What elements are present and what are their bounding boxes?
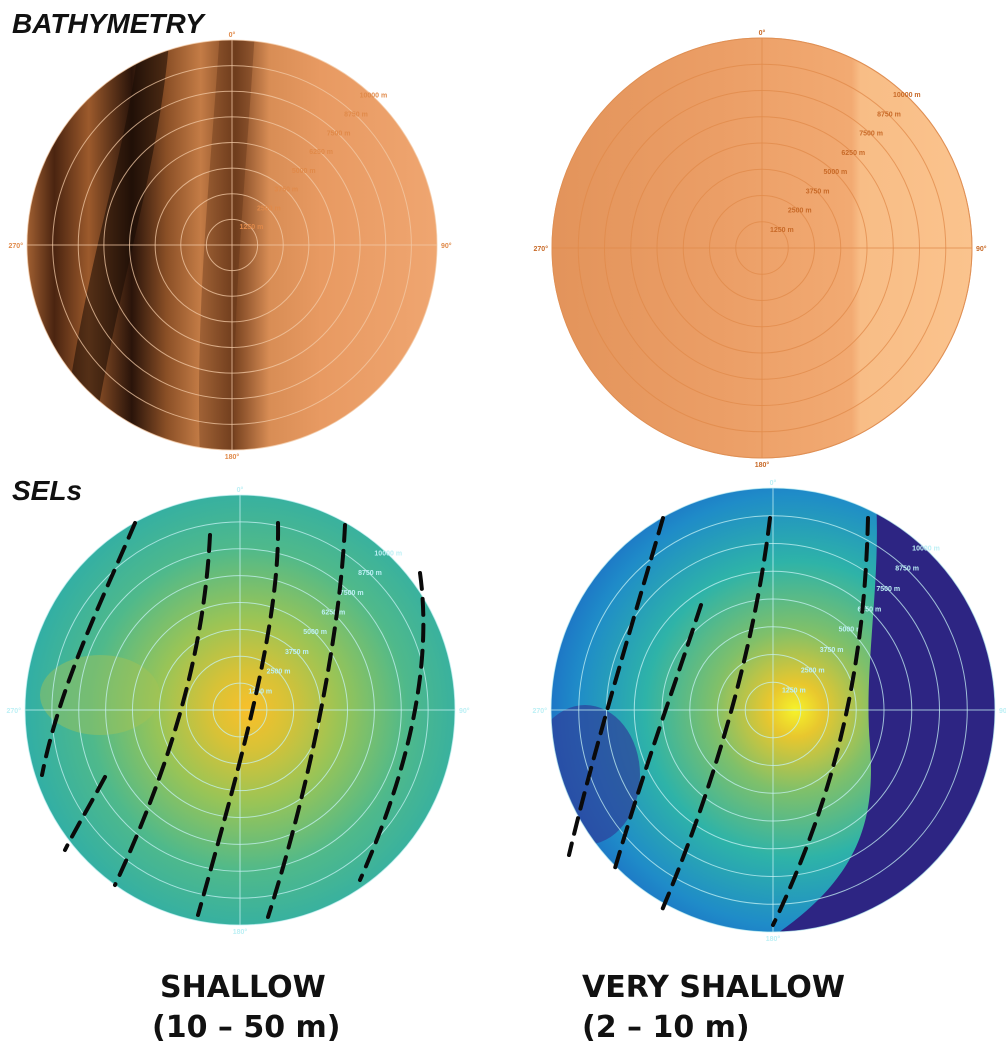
range-ring-label: 8750 m — [877, 111, 901, 118]
angle-label: 90° — [999, 707, 1006, 715]
angle-label: 180° — [766, 935, 781, 943]
contour-dash-line — [567, 516, 665, 857]
range-ring-label: 1250 m — [770, 227, 794, 234]
contour-dash-line — [771, 516, 870, 927]
angle-label: 0° — [237, 486, 244, 494]
range-ring-label: 2500 m — [267, 669, 291, 676]
angle-label: 0° — [759, 29, 766, 37]
range-ring-label: 8750 m — [358, 570, 382, 577]
caption-shallow-title: SHALLOW — [160, 970, 326, 1005]
contour-dash-line — [113, 533, 212, 887]
range-ring-label: 7500 m — [859, 131, 883, 138]
range-ring-label: 3750 m — [806, 188, 830, 195]
angle-label: 0° — [770, 479, 777, 487]
range-ring-label: 3750 m — [285, 649, 309, 656]
angle-label: 270° — [533, 707, 548, 715]
range-ring-label: 1250 m — [240, 224, 264, 231]
range-ring-label: 2500 m — [788, 208, 812, 215]
range-ring-label: 6250 m — [841, 150, 865, 157]
range-ring-label: 7500 m — [876, 586, 900, 593]
contour-dash-line — [658, 516, 772, 917]
bathymetry-plot-shallow: 1250 m 2500 m 3750 m 5000 m 6250 m 7500 m 8750… — [9, 31, 452, 461]
range-ring-label: 1250 m — [248, 688, 272, 695]
range-ring-label: 10000 m — [360, 93, 388, 100]
range-ring-label: 6250 m — [309, 149, 333, 156]
bathymetry-plot-very-shallow: 1250 m 2500 m 3750 m 5000 m 6250 m 7500 m 8750… — [534, 29, 987, 469]
range-ring-label: 10000 m — [912, 545, 940, 552]
caption-very-shallow-title: VERY SHALLOW — [582, 970, 846, 1005]
range-ring-label: 7500 m — [327, 130, 351, 137]
range-ring-label: 8750 m — [344, 112, 368, 119]
range-ring-label: 2500 m — [257, 205, 281, 212]
range-ring-label: 5000 m — [839, 627, 863, 634]
contour-dash-line — [266, 523, 347, 919]
contour-dash-line — [63, 775, 107, 852]
angle-label: 270° — [7, 707, 22, 715]
contour-dash-line — [40, 521, 137, 777]
angle-label: 90° — [976, 245, 987, 253]
bathymetry-label: BATHYMETRY — [12, 8, 204, 39]
range-ring-label: 2500 m — [801, 667, 825, 674]
range-ring-label: 7500 m — [340, 590, 364, 597]
angle-label: 180° — [755, 461, 770, 469]
range-ring-label: 10000 m — [374, 550, 402, 557]
caption-shallow-range: (10 – 50 m) — [152, 1010, 341, 1045]
angle-label: 90° — [441, 242, 452, 250]
angle-label: 270° — [9, 242, 24, 250]
angle-label: 180° — [225, 453, 240, 461]
range-ring-label: 6250 m — [322, 609, 346, 616]
range-ring-label: 5000 m — [292, 168, 316, 175]
angle-label: 180° — [233, 928, 248, 936]
angle-label: 270° — [534, 245, 549, 253]
range-ring-label: 1250 m — [782, 688, 806, 695]
sel-plot-very-shallow: 1250 m 2500 m 3750 m 5000 m 6250 m 7500 m 8750… — [533, 479, 1006, 943]
sels-label: SELs — [12, 475, 83, 506]
contour-dash-line — [196, 521, 281, 917]
range-ring-label: 8750 m — [895, 566, 919, 573]
range-ring-label: 3750 m — [274, 187, 298, 194]
angle-label: 90° — [459, 707, 470, 715]
caption-very-shallow-range: (2 – 10 m) — [582, 1010, 750, 1045]
contour-dash-line — [358, 571, 426, 882]
contour-dash-line — [611, 603, 703, 877]
range-ring-label: 6250 m — [857, 606, 881, 613]
caption-shallow: SHALLOW (10 – 50 m) — [152, 968, 341, 1048]
angle-label: 0° — [229, 31, 236, 39]
caption-very-shallow: VERY SHALLOW (2 – 10 m) — [582, 968, 845, 1048]
range-ring-label: 5000 m — [303, 629, 327, 636]
sel-plot-shallow: 1250 m 2500 m 3750 m 5000 m 6250 m 7500 m 8750… — [7, 486, 470, 936]
range-ring-label: 10000 m — [893, 92, 921, 99]
range-ring-label: 3750 m — [820, 647, 844, 654]
range-ring-label: 5000 m — [824, 169, 848, 176]
